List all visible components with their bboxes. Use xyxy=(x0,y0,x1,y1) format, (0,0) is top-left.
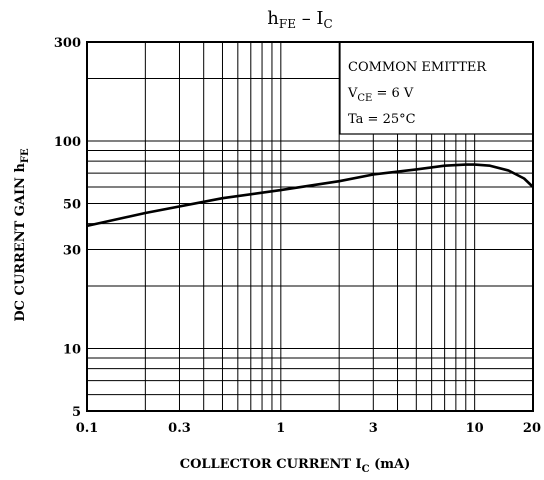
x-tick-labels: 0.1 0.3 1 3 10 20 xyxy=(76,421,541,436)
annotation-line-2: VCE = 6 V xyxy=(347,86,414,104)
annotation-line-3: Ta = 25°C xyxy=(348,112,416,127)
x-tick-label: 1 xyxy=(276,421,285,436)
chart-title: hFE – IC xyxy=(267,8,332,31)
x-tick-label: 0.1 xyxy=(76,421,99,436)
x-tick-label: 0.3 xyxy=(168,421,191,436)
y-tick-label: 300 xyxy=(54,36,81,51)
plot-frame xyxy=(86,41,534,412)
annotation-line-1: COMMON EMITTER xyxy=(348,60,487,75)
x-tick-label: 20 xyxy=(523,421,541,436)
x-axis-label: COLLECTOR CURRENT IC (mA) xyxy=(180,457,411,475)
y-tick-label: 50 xyxy=(63,197,81,212)
y-tick-label: 5 xyxy=(72,405,81,420)
annotation-box: COMMON EMITTER VCE = 6 V Ta = 25°C xyxy=(347,60,487,127)
y-axis-label: DC CURRENT GAIN hFE xyxy=(13,148,31,322)
hfe-curve xyxy=(86,163,534,228)
y-tick-label: 10 xyxy=(63,343,81,358)
y-tick-label: 100 xyxy=(54,135,81,150)
x-tick-label: 3 xyxy=(369,421,378,436)
x-tick-label: 10 xyxy=(466,421,484,436)
y-tick-label: 30 xyxy=(63,244,81,259)
y-tick-labels: 5 10 30 50 100 300 xyxy=(54,36,81,420)
